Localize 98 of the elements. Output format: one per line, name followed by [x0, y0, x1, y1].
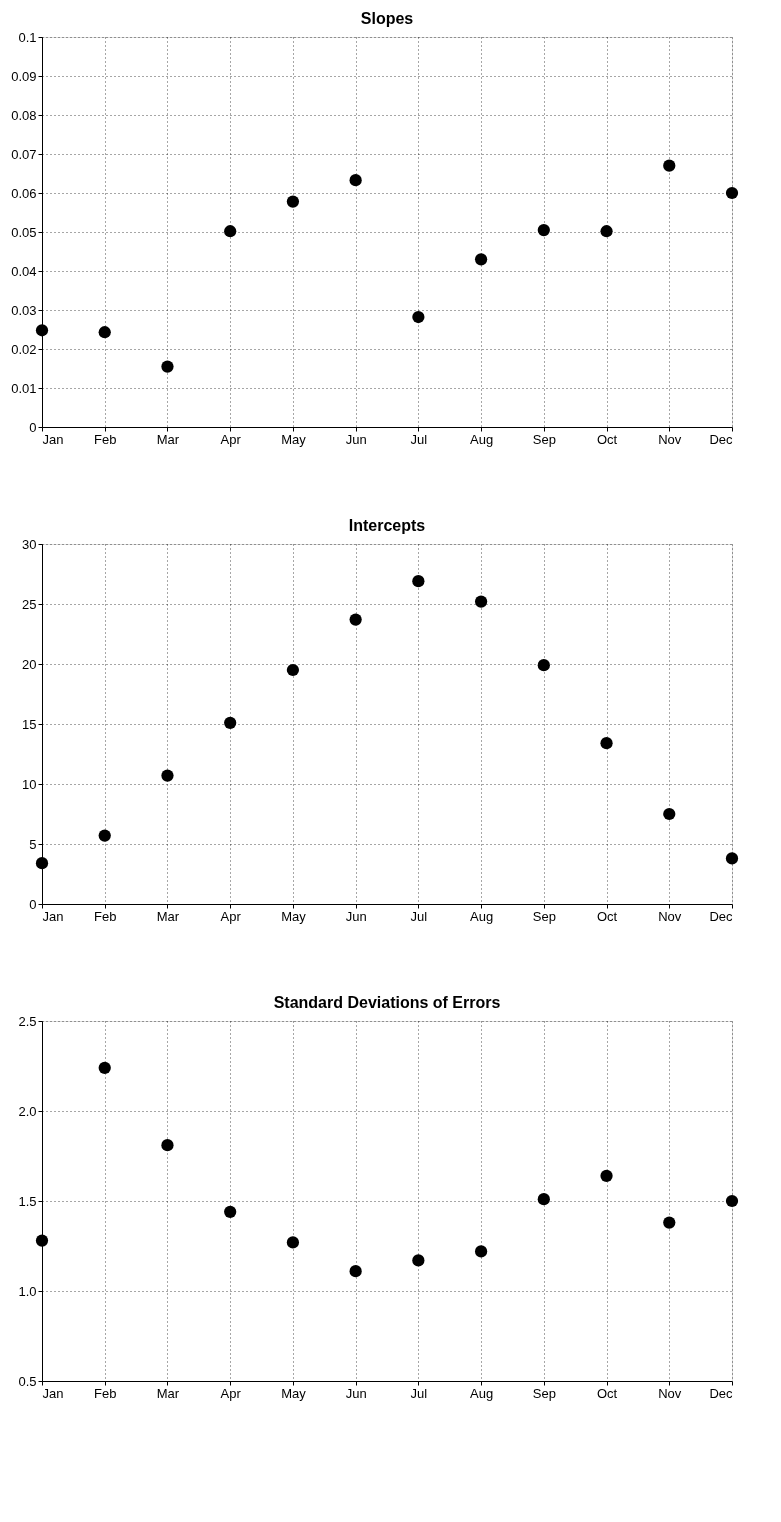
point: [224, 716, 237, 729]
y-tick-label: 10: [22, 776, 37, 792]
x-tick-label: Jul: [410, 908, 428, 924]
x-tick-label: Jan: [42, 1385, 64, 1401]
point: [35, 1234, 49, 1247]
x-tick-label: Jul: [410, 1385, 428, 1401]
x-tick-label: Nov: [658, 908, 682, 924]
y-tick-label: 0: [29, 419, 37, 435]
x-tick-label: Apr: [220, 908, 242, 924]
y-tick-label: 20: [22, 656, 37, 672]
x-tick-label: Feb: [94, 1385, 117, 1401]
y-tick-label: 2.0: [18, 1103, 37, 1119]
x-tick-label: Mar: [156, 908, 180, 924]
point: [286, 663, 300, 677]
chart-title: Intercepts: [348, 517, 426, 534]
x-tick-label: Jun: [345, 908, 367, 924]
x-tick-label: Nov: [658, 1385, 682, 1401]
x-tick-label: Mar: [156, 431, 180, 447]
x-tick-label: Jan: [42, 908, 64, 924]
point: [161, 1139, 174, 1152]
y-tick-label: 0.07: [11, 146, 37, 162]
point: [663, 807, 676, 821]
point: [224, 1205, 237, 1218]
y-tick-label: 30: [22, 536, 37, 552]
point: [725, 186, 739, 200]
y-tick-label: 15: [22, 716, 37, 732]
point: [35, 857, 49, 870]
y-tick-label: 5: [29, 836, 37, 852]
x-tick-label: Apr: [220, 1385, 242, 1401]
point: [474, 1245, 488, 1258]
x-tick-label: Nov: [658, 431, 682, 447]
point: [98, 326, 111, 339]
x-tick-label: Oct: [596, 1385, 618, 1401]
x-tick-label: Jan: [42, 431, 64, 447]
point: [412, 575, 425, 588]
x-tick-label: Jul: [410, 431, 428, 447]
x-tick-label: May: [281, 1385, 307, 1401]
point: [474, 253, 488, 266]
chart-title: Slopes: [360, 10, 414, 27]
x-tick-label: Apr: [220, 431, 242, 447]
y-tick-label: 0.05: [11, 224, 37, 240]
point: [412, 1254, 425, 1267]
x-tick-label: Jun: [345, 431, 367, 447]
point: [474, 595, 488, 608]
point: [35, 324, 49, 337]
x-tick-label: Aug: [470, 431, 494, 447]
y-tick-label: 0.06: [11, 185, 37, 201]
point: [537, 223, 550, 237]
point: [412, 310, 425, 324]
y-tick-label: 0.04: [11, 263, 37, 279]
x-tick-label: May: [281, 908, 307, 924]
x-tick-label: May: [281, 431, 307, 447]
x-tick-label: Aug: [470, 1385, 494, 1401]
point: [161, 360, 174, 373]
point: [600, 225, 613, 238]
y-tick-label: 1.5: [18, 1193, 37, 1209]
x-tick-label: Oct: [596, 908, 618, 924]
x-tick-label: Feb: [94, 908, 117, 924]
point: [349, 174, 362, 187]
x-tick-label: Oct: [596, 431, 618, 447]
y-tick-label: 1.0: [18, 1283, 37, 1299]
point: [725, 1194, 739, 1208]
point: [725, 852, 739, 865]
y-tick-label: 0.03: [11, 302, 37, 318]
point: [161, 769, 174, 782]
x-tick-label: Feb: [94, 431, 117, 447]
y-tick-label: 0: [29, 896, 37, 912]
x-tick-label: Aug: [470, 908, 494, 924]
point: [286, 195, 300, 208]
point: [663, 159, 676, 172]
point: [286, 1236, 300, 1249]
x-tick-label: Dec: [709, 908, 733, 924]
point: [224, 225, 237, 238]
point: [349, 613, 362, 626]
point: [537, 1193, 550, 1206]
x-tick-label: Sep: [532, 1385, 556, 1401]
y-tick-label: 2.5: [18, 1013, 37, 1029]
y-tick-label: 0.08: [11, 107, 37, 123]
x-tick-label: Sep: [532, 908, 556, 924]
y-tick-label: 0.5: [18, 1373, 37, 1389]
y-tick-label: 0.09: [11, 68, 37, 84]
x-tick-label: Dec: [709, 1385, 733, 1401]
point: [600, 737, 613, 750]
point: [349, 1265, 362, 1278]
x-tick-label: Dec: [709, 431, 733, 447]
y-tick-label: 0.02: [11, 341, 37, 357]
y-tick-label: 0.01: [11, 380, 37, 396]
y-tick-label: 25: [22, 596, 37, 612]
x-tick-label: Mar: [156, 1385, 180, 1401]
x-tick-label: Sep: [532, 431, 556, 447]
chart-title: Standard Deviations of Errors: [273, 994, 501, 1011]
x-tick-label: Jun: [345, 1385, 367, 1401]
point: [98, 1061, 111, 1074]
y-tick-label: 0.1: [18, 29, 37, 45]
point: [98, 829, 111, 842]
point: [663, 1216, 676, 1229]
point: [600, 1169, 613, 1182]
point: [537, 659, 550, 672]
